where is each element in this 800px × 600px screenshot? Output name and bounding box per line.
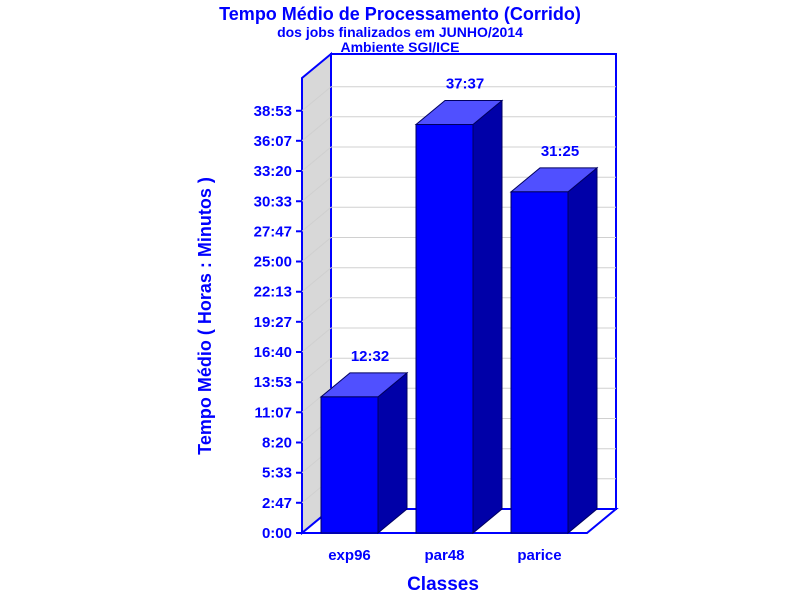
- grid-line-side: [301, 327, 332, 353]
- bar-front: [320, 396, 379, 534]
- x-axis-ticks: exp96 par48 parice: [328, 547, 561, 564]
- bar-side: [377, 371, 408, 535]
- y-tick-label: 11:07: [254, 404, 292, 421]
- y-tick-label: 0:00: [262, 525, 292, 542]
- x-axis-label: Classes: [407, 574, 479, 595]
- bar-side: [472, 99, 503, 535]
- grid-line-side: [301, 297, 332, 323]
- grid-line-side: [301, 116, 332, 142]
- grid-line-side: [301, 146, 332, 172]
- y-axis-label: Tempo Médio ( Horas : Minutos ): [195, 177, 215, 455]
- data-label: 12:32: [351, 348, 389, 365]
- y-tick-label: 16:40: [254, 344, 292, 361]
- data-label: 31:25: [541, 143, 579, 160]
- bars: [319, 99, 599, 535]
- grid-line-side: [301, 237, 332, 262]
- y-tick-label: 25:00: [254, 254, 292, 271]
- y-tick-label: 38:53: [254, 103, 292, 120]
- grid-line-side: [301, 267, 332, 293]
- y-tick-label: 8:20: [262, 435, 292, 452]
- data-label: 37:37: [446, 76, 484, 93]
- chart-subtitle-2: Ambiente SGI/ICE: [340, 39, 459, 55]
- y-axis-ticks: 0:00 2:47 5:33 8:20 11:07 13:53 16:40 19:27 22:1…: [254, 103, 302, 542]
- x-tick-label: parice: [517, 547, 561, 564]
- data-labels: 12:32 37:37 31:25: [351, 76, 579, 365]
- grid-line-side: [301, 86, 332, 112]
- y-tick-label: 33:20: [254, 163, 292, 180]
- x-tick-label: par48: [424, 547, 464, 564]
- bar: [414, 99, 504, 535]
- bar-front: [415, 124, 474, 534]
- bar: [509, 166, 599, 535]
- bar-front: [510, 191, 569, 534]
- bar-side: [567, 166, 598, 535]
- grid-line-side: [301, 176, 332, 202]
- grid-line-side: [301, 206, 332, 232]
- y-tick-label: 27:47: [254, 223, 292, 240]
- y-tick-label: 5:33: [262, 465, 292, 482]
- y-tick-label: 36:07: [254, 133, 292, 150]
- grid-line-side: [301, 357, 332, 383]
- bar: [319, 371, 409, 535]
- chart-title: Tempo Médio de Processamento (Corrido): [219, 4, 581, 24]
- y-tick-label: 13:53: [254, 374, 292, 391]
- y-tick-label: 19:27: [254, 314, 292, 331]
- y-tick-label: 30:33: [254, 193, 292, 210]
- y-tick-label: 2:47: [262, 495, 292, 512]
- x-tick-label: exp96: [328, 547, 371, 564]
- y-tick-label: 22:13: [254, 284, 292, 301]
- chart-subtitle: dos jobs finalizados em JUNHO/2014: [277, 24, 523, 40]
